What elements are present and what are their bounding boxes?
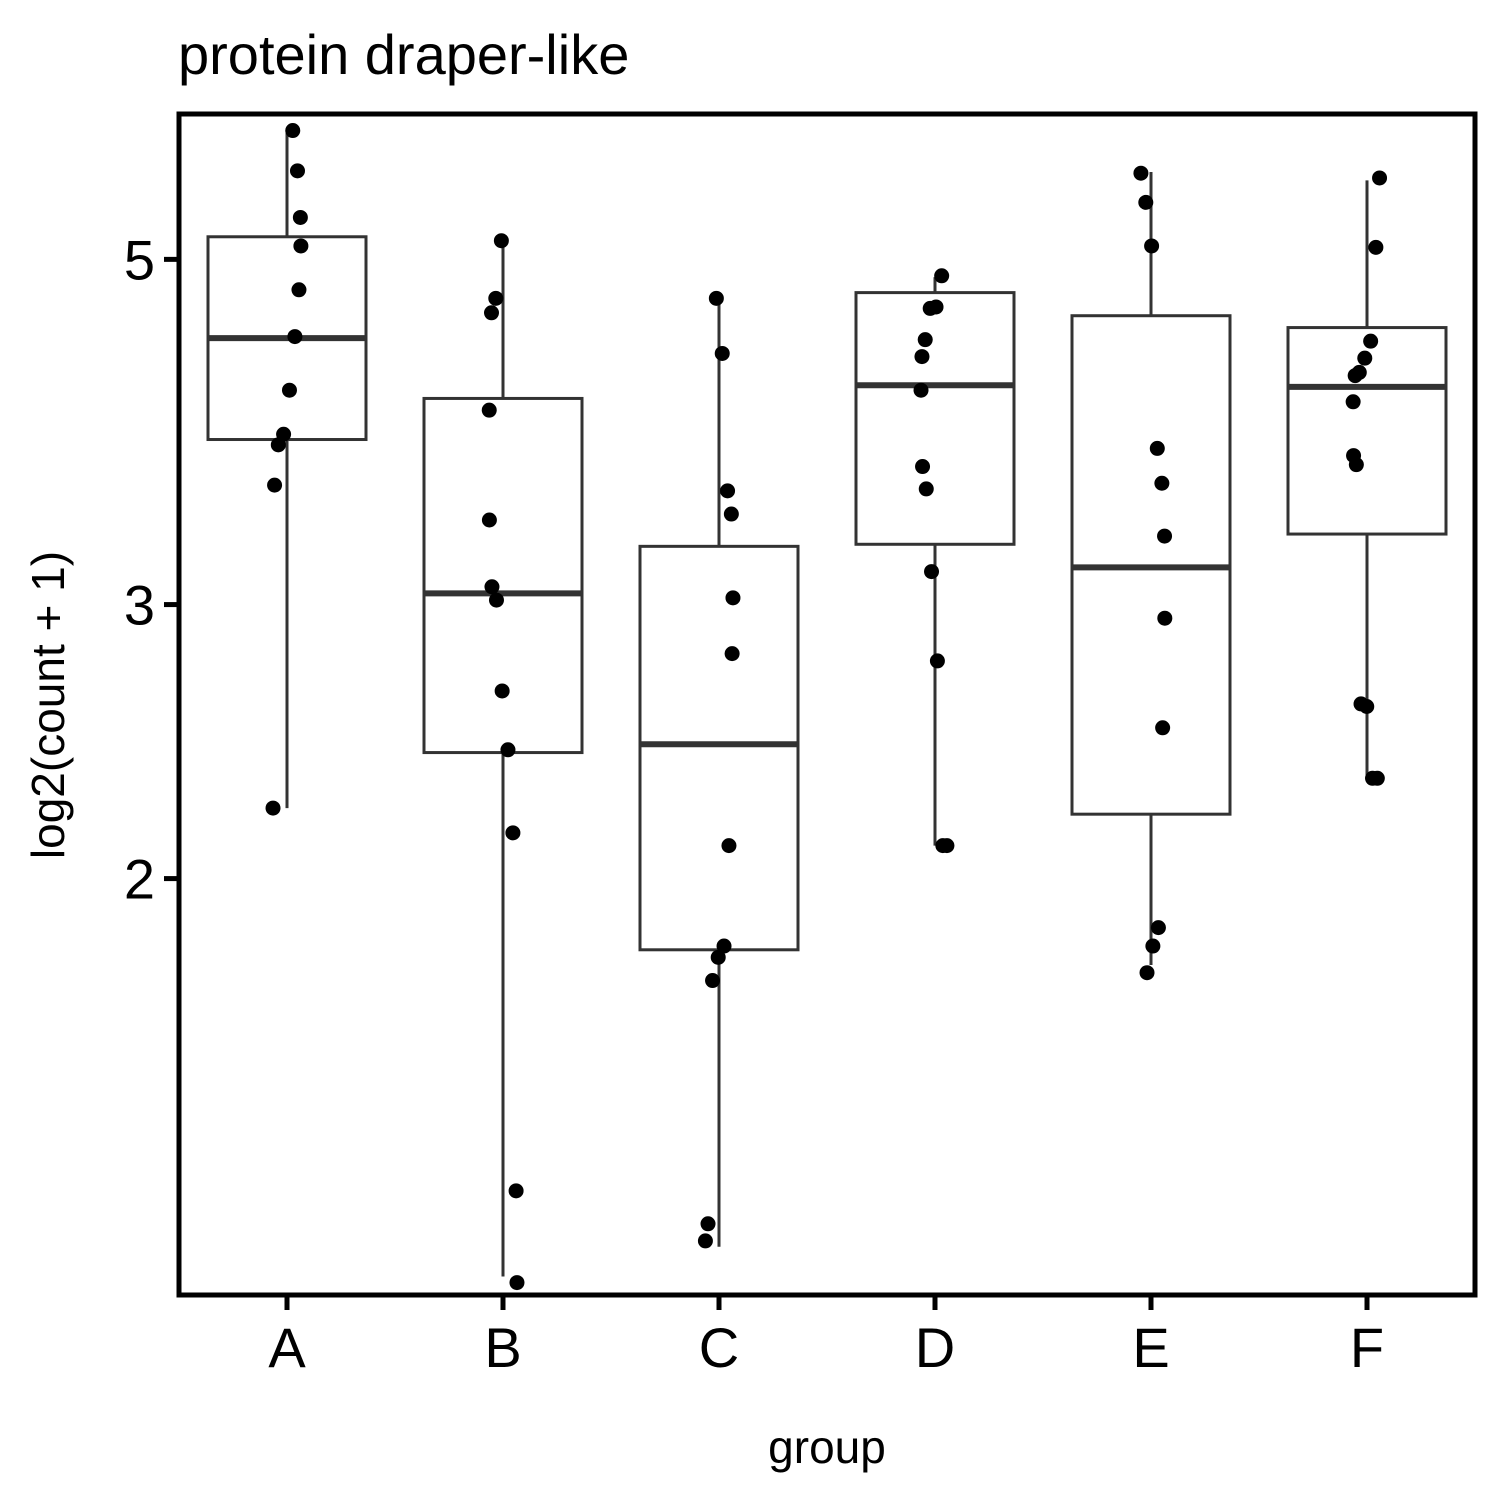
points-group-E [1133,165,1173,981]
data-point [697,1233,713,1249]
data-point [267,477,283,493]
data-point [1138,194,1154,210]
points-group-D [913,268,955,854]
data-point [1348,457,1364,473]
data-point [725,590,741,606]
box-iqr [422,396,584,755]
data-point [918,481,934,497]
data-point [1157,610,1173,626]
data-point [488,592,504,608]
data-point [700,1216,716,1232]
data-point [287,329,303,345]
box-iqr [854,291,1016,546]
data-point [481,402,497,418]
y-tick-label: 2 [124,848,155,911]
data-point [1347,368,1363,384]
data-point [1357,350,1373,366]
data-point [293,238,309,254]
box-group-D [854,277,1016,846]
data-point [291,282,307,298]
points-group-C [697,290,741,1249]
data-point [285,123,301,139]
plot-panel-border [176,111,1478,1298]
data-point [1154,475,1170,491]
data-point [1345,394,1361,410]
data-point [929,653,945,669]
data-point [484,305,500,321]
data-point [1363,333,1379,349]
data-point [508,1183,524,1199]
data-point [484,579,500,595]
data-point [1149,440,1165,456]
box-group-E [1070,172,1232,965]
data-point [1139,965,1155,981]
x-tick-label: D [915,1316,955,1379]
data-point [500,742,516,758]
data-point [1369,770,1385,786]
points-group-B [481,233,525,1291]
data-point [292,209,308,225]
x-axis: A B C D E F [268,1295,1384,1379]
data-point [270,437,286,453]
plot-area [206,123,1448,1291]
box-group-B [422,243,584,1277]
data-point [1155,720,1171,736]
box-group-C [638,302,800,1247]
data-point [714,345,730,361]
x-tick-label: C [699,1316,739,1379]
data-point [509,1275,525,1291]
y-axis-title: log2(count + 1) [22,551,74,859]
data-point [1145,938,1161,954]
y-axis: 2 3 5 [124,228,179,911]
data-point [481,512,497,528]
data-point [1144,238,1160,254]
chart-title: protein draper-like [178,23,629,86]
y-tick-label: 5 [124,228,155,291]
points-group-A [265,123,309,816]
data-point [724,646,740,662]
data-point [915,459,931,475]
data-point [934,268,950,284]
y-tick-label: 3 [124,574,155,637]
data-point [1133,165,1149,181]
data-point [708,290,724,306]
data-point [1372,170,1388,186]
data-point [1150,920,1166,936]
data-point [939,838,955,854]
data-point [720,483,736,499]
data-point [1359,699,1375,715]
data-point [723,506,739,522]
points-group-F [1345,170,1388,786]
box-iqr [638,544,800,952]
data-point [922,300,938,316]
x-tick-label: A [268,1316,306,1379]
data-point [710,949,726,965]
data-point [493,233,509,249]
data-point [289,163,305,179]
data-point [1368,239,1384,255]
x-tick-label: F [1350,1316,1384,1379]
data-point [721,838,737,854]
data-point [914,349,930,365]
x-axis-title: group [768,1421,886,1473]
data-point [917,332,933,348]
x-tick-label: E [1132,1316,1169,1379]
box-group-F [1286,180,1448,776]
data-point [705,973,721,989]
data-point [913,382,929,398]
data-point [505,825,521,841]
data-point [265,800,281,816]
data-point [281,382,297,398]
data-point [716,938,732,954]
data-point [494,683,510,699]
x-tick-label: B [484,1316,521,1379]
data-point [488,290,504,306]
data-point [924,564,940,580]
box-group-A [206,132,368,809]
data-point [1157,528,1173,544]
